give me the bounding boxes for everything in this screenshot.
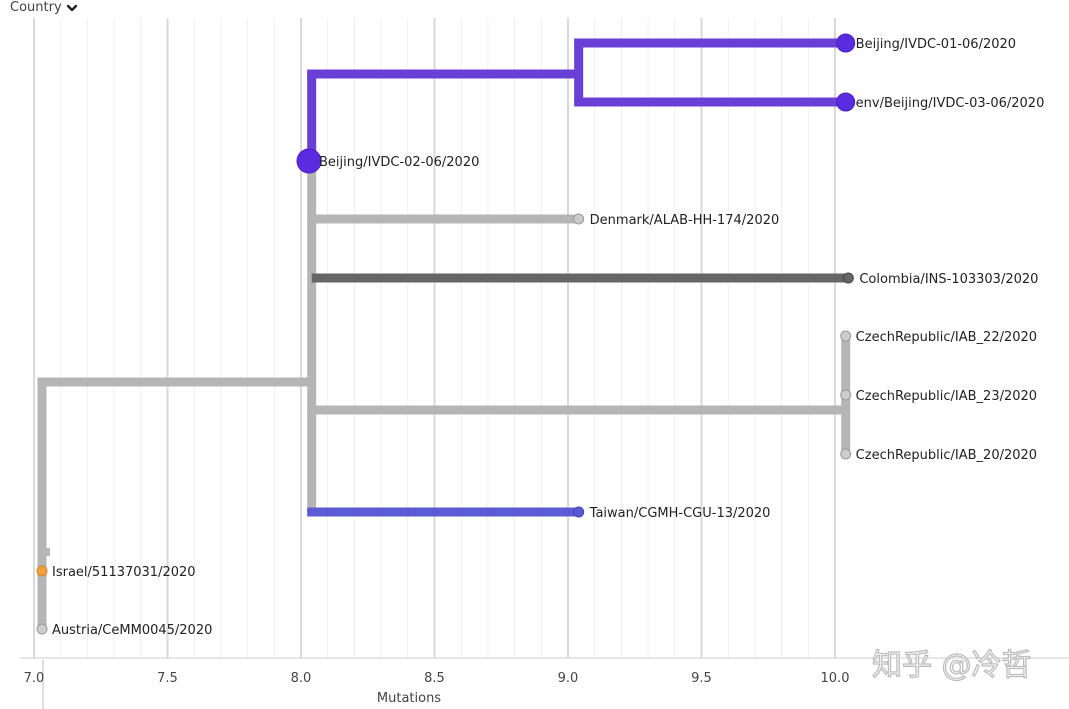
tip-label: Beijing/IVDC-01-06/2020 [856, 37, 1016, 52]
tip-label: Israel/51137031/2020 [52, 565, 196, 580]
x-tick-label: 10.0 [821, 671, 850, 686]
tip-label: Beijing/IVDC-02-06/2020 [319, 155, 479, 170]
tip-label: CzechRepublic/IAB_23/2020 [856, 389, 1037, 404]
tip-node [840, 448, 852, 460]
tip-label: CzechRepublic/IAB_22/2020 [856, 330, 1037, 345]
tree-branches [37, 38, 851, 630]
tip-node [573, 213, 585, 225]
tip-node [840, 389, 852, 401]
tip-node [840, 330, 852, 342]
x-axis-title: Mutations [377, 691, 441, 706]
tip-node [296, 148, 322, 174]
watermark: 知乎 @冷哲 [872, 648, 1032, 683]
tip-label: env/Beijing/IVDC-03-06/2020 [856, 96, 1045, 111]
chevron-down-icon [66, 4, 77, 11]
x-tick-label: 9.0 [558, 671, 579, 686]
x-tick-label: 7.5 [157, 671, 178, 686]
x-axis: 7.0 7.5 8.0 8.5 9.0 9.5 10.0 [20, 657, 1069, 709]
tip-node [836, 33, 856, 53]
tip-node [573, 506, 585, 518]
color-by-label: Country [10, 0, 62, 15]
x-tick-label: 8.0 [291, 671, 312, 686]
tip-label: Taiwan/CGMH-CGU-13/2020 [589, 506, 771, 521]
tip-label: CzechRepublic/IAB_20/2020 [856, 448, 1037, 463]
tree-tips [36, 33, 856, 635]
tip-node [36, 565, 48, 577]
tip-label: Austria/CeMM0045/2020 [52, 623, 212, 638]
x-tick-label: 8.5 [424, 671, 445, 686]
color-by-dropdown[interactable]: Country [10, 0, 78, 15]
tip-label: Colombia/INS-103303/2020 [859, 272, 1038, 287]
x-tick-label: 7.0 [24, 671, 45, 686]
tip-labels: Beijing/IVDC-01-06/2020 env/Beijing/IVDC-… [52, 37, 1044, 638]
grid-lines [33, 18, 836, 658]
tip-label: Denmark/ALAB-HH-174/2020 [590, 213, 780, 228]
tip-node [842, 272, 854, 284]
tip-node [836, 92, 856, 112]
tip-node [36, 623, 48, 635]
x-tick-label: 9.5 [691, 671, 712, 686]
